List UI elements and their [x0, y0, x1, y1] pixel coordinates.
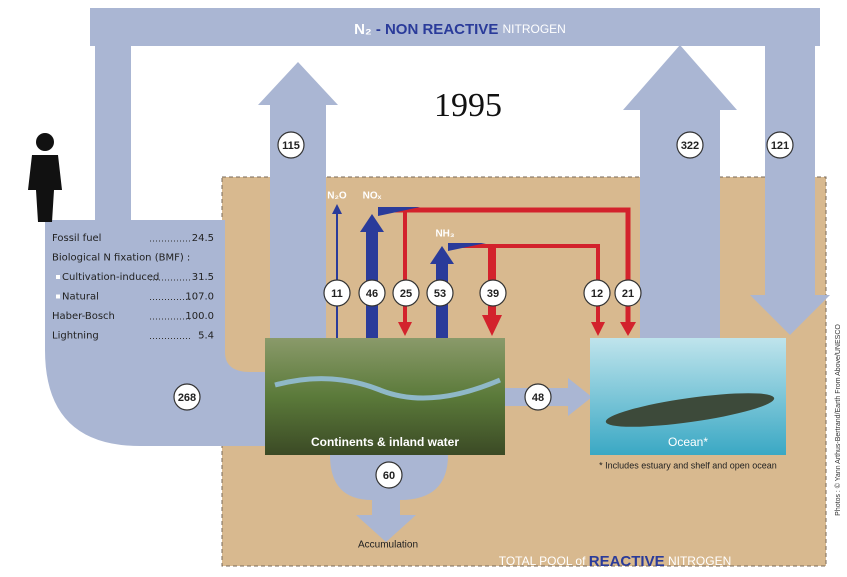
flow-value: 53: [434, 288, 446, 300]
source-value: 5.4: [198, 331, 214, 342]
source-label: Natural: [62, 292, 99, 303]
source-label: Haber-Bosch: [52, 311, 115, 322]
species-label: NH₃: [435, 229, 454, 240]
person-icon: [28, 133, 62, 222]
flow-value: 121: [771, 140, 789, 152]
source-label: Lightning: [52, 331, 99, 342]
source-value: 31.5: [192, 272, 214, 283]
source-label: Cultivation-induced: [62, 272, 159, 283]
flow-value: 48: [532, 392, 544, 404]
flow-value: 115: [282, 140, 300, 152]
flow-value: 60: [383, 470, 395, 482]
flow-value: 11: [331, 288, 343, 300]
flow-value: 46: [366, 288, 378, 300]
flow-value: 268: [178, 392, 196, 404]
flow-value: 25: [400, 288, 412, 300]
year: 1995: [434, 87, 502, 124]
species-label: NOₓ: [363, 191, 382, 202]
source-value: 100.0: [185, 311, 214, 322]
footer: TOTAL POOL of REACTIVE NITROGEN: [499, 553, 732, 570]
region-label: Continents & inland water: [311, 435, 459, 449]
source-value: 24.5: [192, 233, 214, 244]
creation-band: [95, 8, 131, 223]
flow-value: 21: [622, 288, 634, 300]
flow-value: 12: [591, 288, 603, 300]
diagram: N₂ - NON REACTIVE NITROGEN 1995 Fossil f…: [0, 0, 847, 577]
region-label: Ocean*: [668, 435, 708, 449]
ocean-note: * Includes estuary and shelf and open oc…: [599, 460, 777, 470]
source-label: Biological N fixation (BMF) :: [52, 253, 190, 264]
credit: Photos : © Yann Arthus-Bertrand/Earth Fr…: [834, 324, 842, 516]
flow-value: 39: [487, 288, 499, 300]
bullet: [56, 275, 60, 279]
source-label: Fossil fuel: [52, 233, 101, 244]
bullet: [56, 295, 60, 299]
species-label: N₂O: [327, 191, 347, 202]
accumulation-label: Accumulation: [358, 540, 418, 551]
source-value: 107.0: [185, 292, 214, 303]
flow-value: 322: [681, 140, 699, 152]
header: N₂ - NON REACTIVE NITROGEN: [354, 21, 566, 38]
